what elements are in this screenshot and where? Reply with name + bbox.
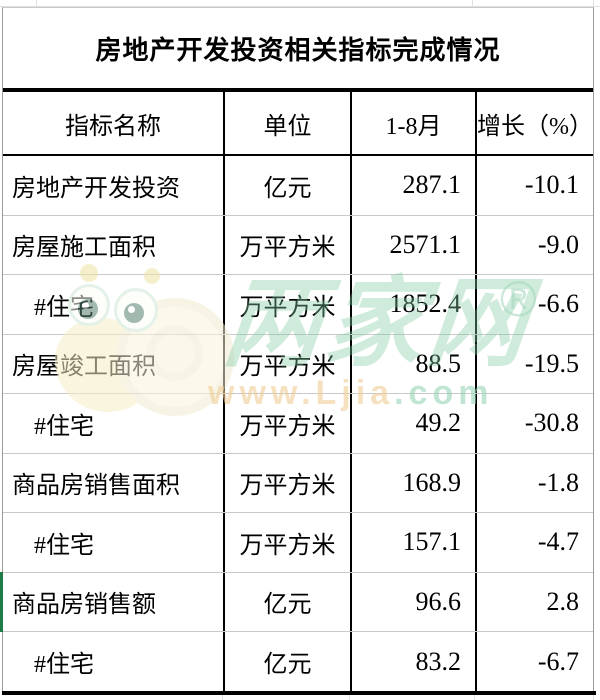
value-cell: 157.1 [350, 513, 475, 572]
table-row: #住宅 万平方米 49.2 -30.8 [3, 394, 593, 454]
column-header-indicator: 指标名称 [65, 113, 161, 140]
unit-cell: 万平方米 [223, 453, 350, 512]
statistics-table: 房地产开发投资相关指标完成情况 指标名称 单位 1-8月 增长（%） 房地产开发… [2, 7, 594, 692]
indicator-name-cell: 商品房销售额 [12, 592, 156, 619]
table-row: #住宅 万平方米 1852.4 -6.6 [3, 275, 593, 335]
value-cell: 88.5 [350, 334, 475, 393]
unit-cell: 万平方米 [223, 394, 350, 453]
table-bottom-border [2, 691, 596, 695]
value-cell: 168.9 [350, 453, 475, 512]
growth-cell: -6.6 [475, 275, 593, 334]
unit-cell: 万平方米 [223, 513, 350, 572]
unit-cell: 亿元 [223, 632, 350, 692]
table-row: 房地产开发投资 亿元 287.1 -10.1 [3, 156, 593, 216]
column-header-growth: 增长（%） [475, 92, 593, 154]
gridline-stub [593, 0, 594, 7]
growth-cell: -30.8 [475, 394, 593, 453]
table-row: 商品房销售面积 万平方米 168.9 -1.8 [3, 453, 593, 513]
unit-cell: 亿元 [223, 572, 350, 631]
gridline-stub [36, 0, 37, 7]
indicator-name-cell: #住宅 [34, 532, 94, 559]
indicator-name-cell: 房屋竣工面积 [12, 354, 156, 381]
value-cell: 2571.1 [350, 215, 475, 274]
growth-cell: -10.1 [475, 156, 593, 215]
unit-cell: 万平方米 [223, 334, 350, 393]
indicator-name-cell: #住宅 [34, 294, 94, 321]
gridline-stub [349, 695, 350, 700]
indicator-name-cell: #住宅 [34, 652, 94, 679]
growth-cell: -1.8 [475, 453, 593, 512]
value-cell: 49.2 [350, 394, 475, 453]
table-row: 房屋竣工面积 万平方米 88.5 -19.5 [3, 334, 593, 394]
table-row: #住宅 亿元 83.2 -6.7 [3, 632, 593, 692]
table-title: 房地产开发投资相关指标完成情况 [95, 35, 501, 65]
row-selection-marker [0, 572, 3, 632]
indicator-name-cell: 房屋施工面积 [12, 235, 156, 262]
growth-cell: -19.5 [475, 334, 593, 393]
unit-cell: 万平方米 [223, 275, 350, 334]
value-cell: 83.2 [350, 632, 475, 692]
gridline-stub [472, 0, 473, 7]
gridline-stub [222, 695, 223, 700]
column-header-unit: 单位 [223, 92, 350, 154]
gridline-stub [593, 695, 594, 700]
growth-cell: -4.7 [475, 513, 593, 572]
unit-cell: 万平方米 [223, 215, 350, 274]
table-row: #住宅 万平方米 157.1 -4.7 [3, 513, 593, 573]
table-row: 房屋施工面积 万平方米 2571.1 -9.0 [3, 215, 593, 275]
growth-cell: 2.8 [475, 572, 593, 631]
gridline-stub [474, 695, 475, 700]
unit-cell: 亿元 [223, 156, 350, 215]
growth-cell: -9.0 [475, 215, 593, 274]
indicator-name-cell: 房地产开发投资 [12, 175, 180, 202]
table-row: 商品房销售额 亿元 96.6 2.8 [3, 572, 593, 632]
indicator-name-cell: #住宅 [34, 413, 94, 440]
value-cell: 96.6 [350, 572, 475, 631]
gridline-top [0, 6, 600, 7]
value-cell: 1852.4 [350, 275, 475, 334]
indicator-name-cell: 商品房销售面积 [12, 473, 180, 500]
value-cell: 287.1 [350, 156, 475, 215]
column-header-period: 1-8月 [350, 92, 475, 154]
growth-cell: -6.7 [475, 632, 593, 692]
table-header-row: 指标名称 单位 1-8月 增长（%） [3, 88, 593, 156]
